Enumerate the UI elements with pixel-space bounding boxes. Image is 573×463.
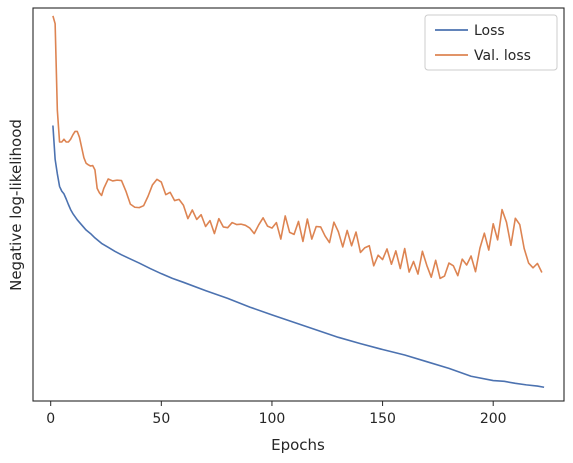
legend-box <box>424 14 558 71</box>
x-tick-label: 200 <box>480 411 507 427</box>
series-lines <box>52 15 545 389</box>
plot-frame <box>32 7 565 402</box>
series-line-loss <box>52 125 545 389</box>
x-tick-label: 50 <box>152 411 170 427</box>
legend-label-val-loss: Val. loss <box>474 48 531 64</box>
legend-label-loss: Loss <box>474 23 505 39</box>
series-line-val-loss <box>52 15 543 280</box>
x-tick-label: 100 <box>259 411 286 427</box>
x-axis-label: Epochs <box>271 436 325 454</box>
plot-background <box>33 8 564 401</box>
x-ticks: 0 50 100 150 200 <box>46 401 507 427</box>
x-tick-label: 150 <box>369 411 396 427</box>
y-axis-label: Negative log-likelihood <box>7 119 25 291</box>
legend: Loss Val. loss <box>424 14 558 71</box>
x-tick-label: 0 <box>46 411 55 427</box>
